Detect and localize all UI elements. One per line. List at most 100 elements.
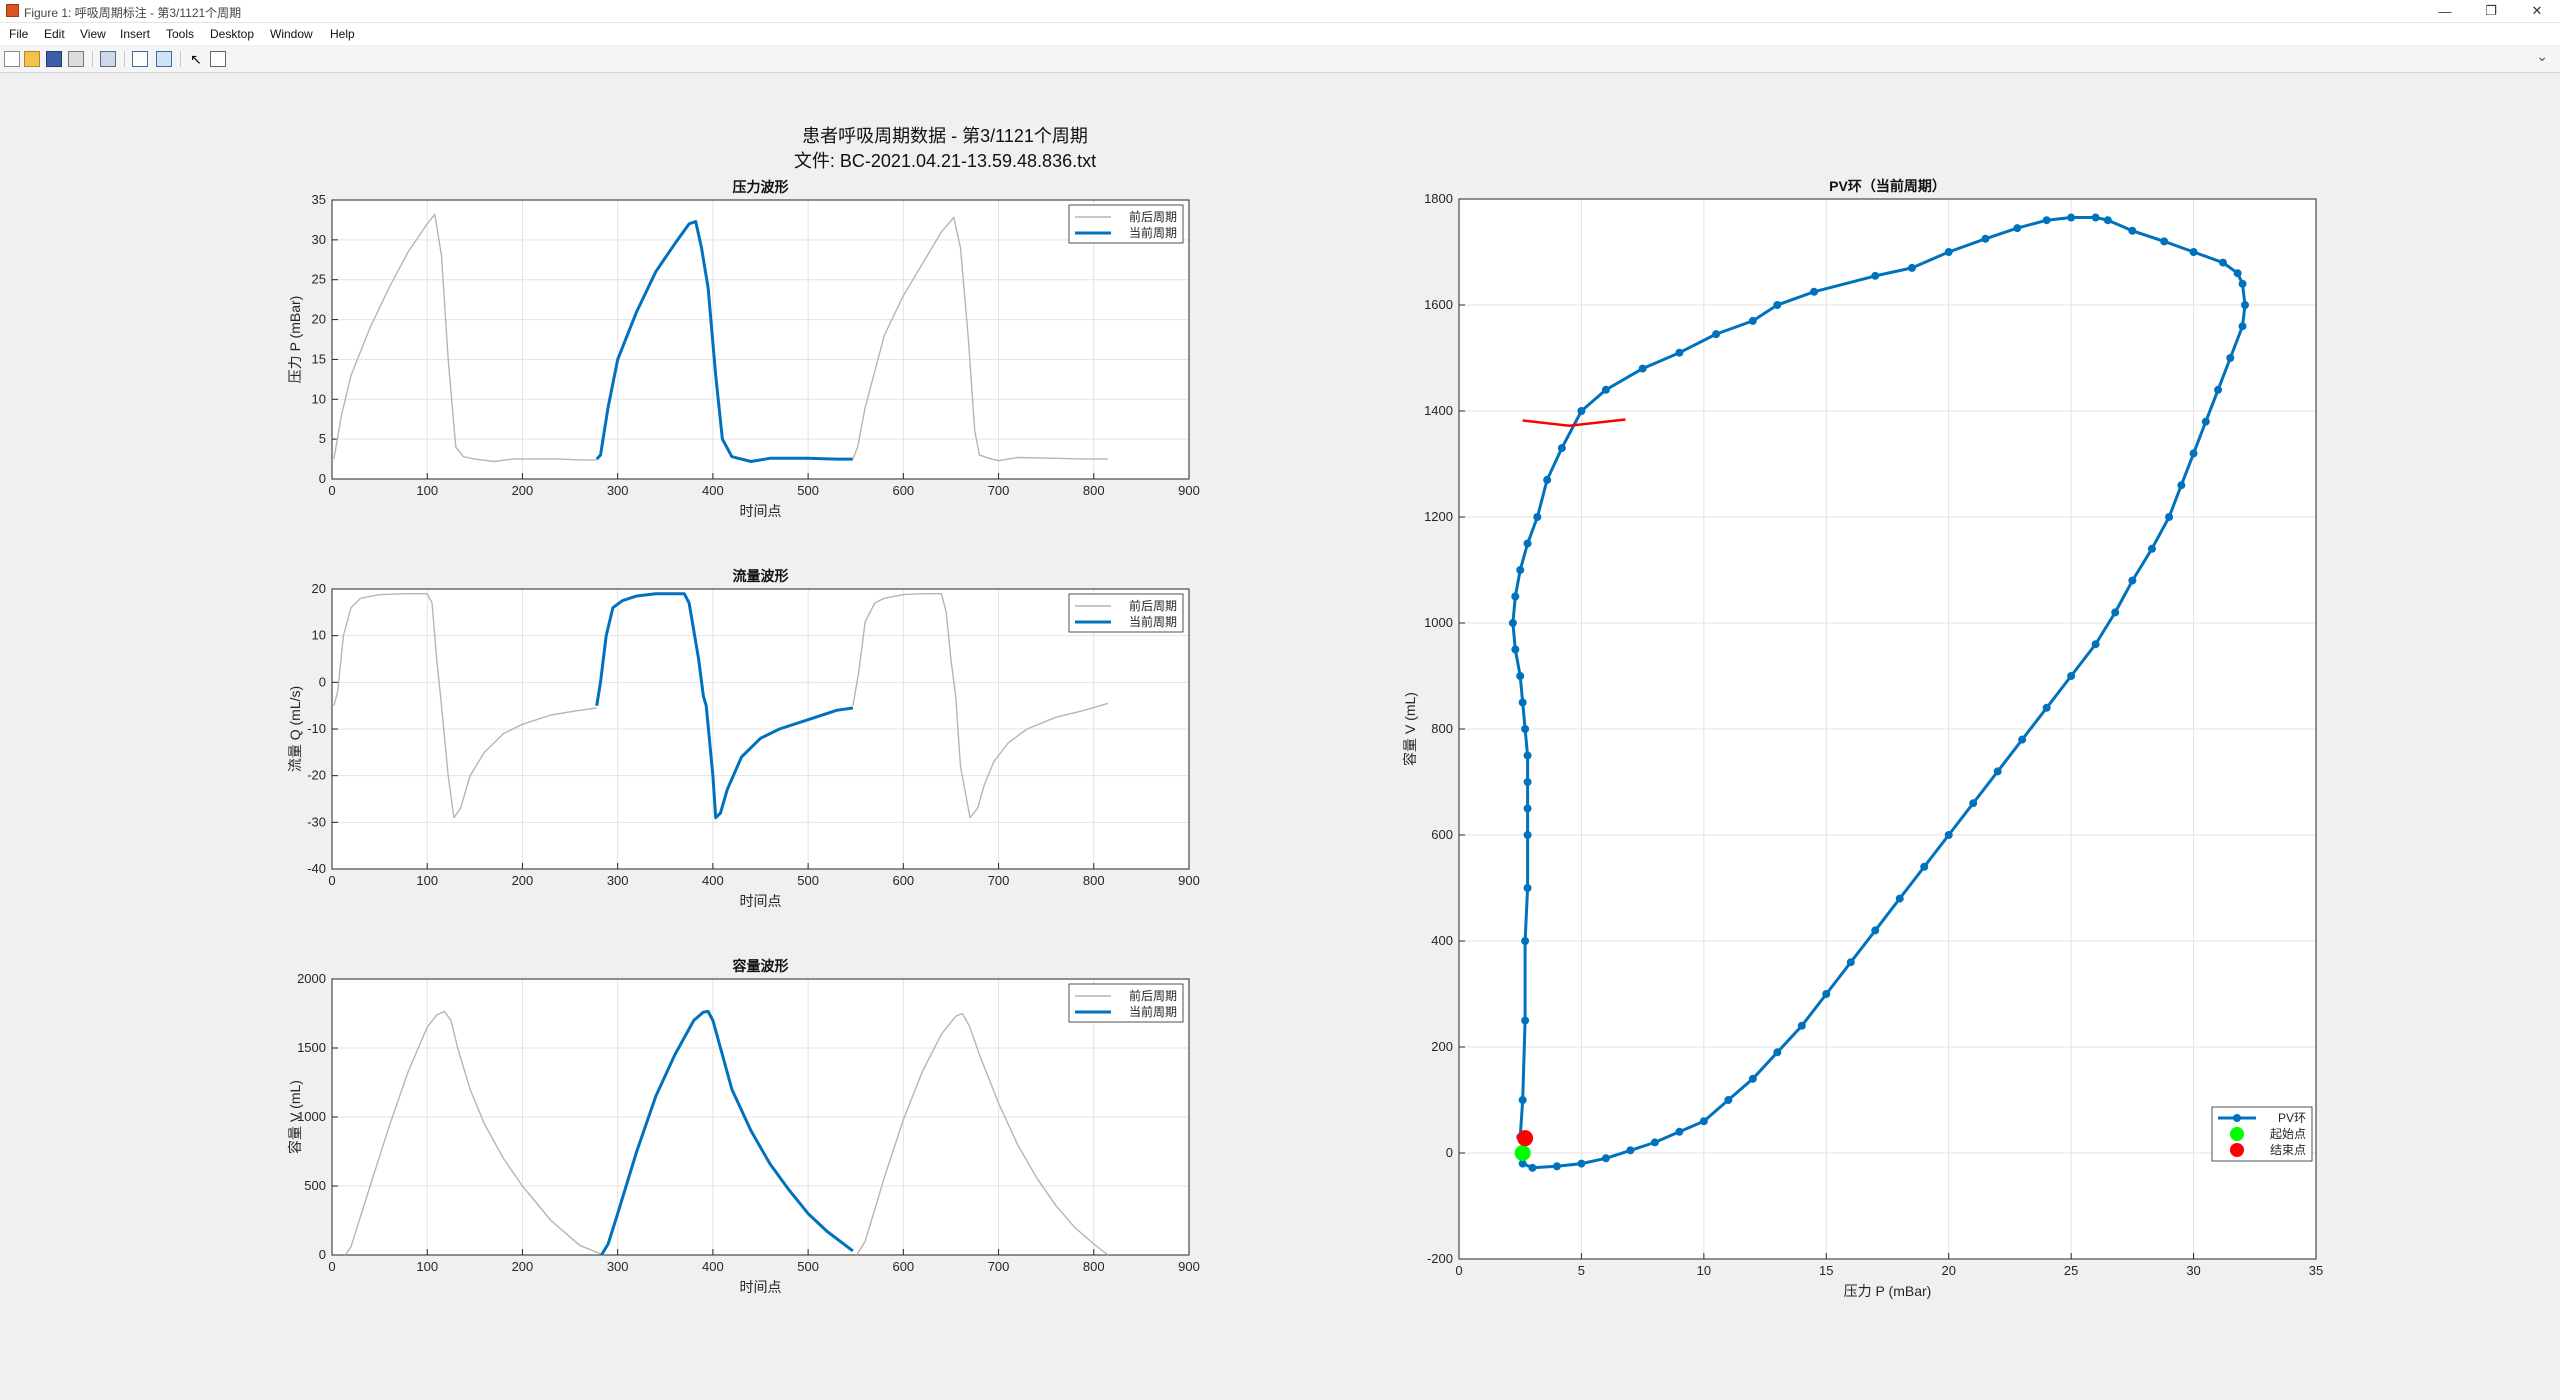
y-tick-label: 0: [319, 471, 326, 486]
flow-plot[interactable]: 0 100 200 300 400 500 600 700 800 900-40-30-20-10…: [270, 560, 1210, 920]
open-file-icon[interactable]: [24, 51, 40, 67]
edit-plot-icon[interactable]: ↖: [190, 51, 202, 67]
print-icon[interactable]: [68, 51, 84, 67]
pv-loop-point: [1797, 1021, 1806, 1030]
y-axis-label: 压力 P (mBar): [287, 296, 303, 384]
pv-loop-point: [2103, 216, 2112, 225]
menu-view[interactable]: View: [80, 27, 106, 41]
legend-box: [1068, 983, 1184, 1023]
pv-loop-point: [1518, 1096, 1527, 1104]
chart-title: PV环（当前周期）: [1829, 178, 1946, 194]
x-tick-label: 700: [988, 483, 1010, 498]
x-tick-label: 500: [797, 483, 819, 498]
y-tick-label: 2000: [297, 971, 326, 986]
y-tick-label: 35: [312, 192, 326, 207]
pv-loop-point: [1895, 894, 1904, 903]
menu-window[interactable]: Window: [270, 27, 313, 41]
pv-loop-point: [1981, 234, 1990, 243]
new-figure-icon[interactable]: [4, 51, 20, 67]
menu-insert[interactable]: Insert: [120, 27, 151, 41]
x-tick-label: 400: [702, 483, 724, 498]
pv-loop-point: [1523, 751, 1532, 760]
pv-loop-point: [1773, 301, 1782, 309]
y-tick-label: 15: [312, 351, 326, 366]
close-button[interactable]: ✕: [2531, 3, 2543, 18]
prev-cycle-line: [333, 213, 597, 463]
pv-loop-plot[interactable]: 0 5 10 15 20 25 30 35-2000200400600800100012001…: [1380, 165, 2340, 1305]
pv-loop-point: [2218, 258, 2227, 267]
menu-help[interactable]: Help: [330, 27, 355, 41]
legend-loop-marker: [2233, 1114, 2241, 1122]
legend-prev-label: 前后周期: [1129, 988, 1177, 1003]
pv-loop-point: [2091, 213, 2100, 222]
pv-loop-point: [2111, 608, 2120, 617]
show-plot-tools-icon[interactable]: [156, 51, 172, 67]
x-tick-label: 700: [988, 1259, 1010, 1274]
menu-tools[interactable]: Tools: [166, 27, 195, 41]
y-tick-label: 1600: [1424, 297, 1453, 312]
x-tick-label: 25: [2064, 1263, 2078, 1278]
pv-loop-point: [1521, 725, 1530, 733]
menu-desktop[interactable]: Desktop: [210, 27, 255, 41]
x-tick-label: 900: [1178, 1259, 1200, 1274]
save-icon[interactable]: [46, 51, 62, 67]
pv-loop-point: [1577, 1159, 1586, 1168]
menu-file[interactable]: File: [9, 27, 29, 41]
pv-loop-point: [1601, 1154, 1610, 1163]
y-tick-label: 800: [1431, 721, 1453, 736]
x-tick-label: 10: [1697, 1263, 1711, 1278]
x-tick-label: 0: [328, 1259, 335, 1274]
pv-loop-point: [1528, 1163, 1537, 1172]
dock-arrow-icon[interactable]: ⌄: [2536, 48, 2548, 64]
toolbar-separator: [180, 51, 181, 67]
x-tick-label: 600: [892, 873, 914, 888]
y-tick-label: -20: [307, 768, 326, 783]
figure-subtitle: 文件: BC-2021.04.21-13.59.48.836.txt: [793, 151, 1097, 171]
pv-loop-point: [1523, 778, 1532, 786]
pv-loop-point: [2147, 544, 2156, 553]
pv-marker-line: [1522, 418, 1626, 428]
y-tick-label: 400: [1431, 933, 1453, 948]
y-tick-label: 1400: [1424, 403, 1453, 418]
legend-curr-label: 当前周期: [1129, 614, 1177, 629]
axes-box: [331, 199, 1190, 480]
x-tick-label: 800: [1083, 1259, 1105, 1274]
pv-loop-point: [1518, 698, 1527, 707]
x-tick-label: 300: [607, 483, 629, 498]
chart-title: 容量波形: [732, 958, 789, 974]
pressure-plot[interactable]: 0 100 200 300 400 500 600 700 800 900 0 5 10 15 20 25 30…: [270, 170, 1210, 530]
y-tick-label: 0: [319, 674, 326, 689]
hide-plot-tools-icon[interactable]: [132, 51, 148, 67]
legend-box: [1068, 204, 1184, 244]
volume-plot[interactable]: 0 100 200 300 400 500 600 700 800 900 0 500 1000 1500…: [270, 950, 1210, 1310]
menu-edit[interactable]: Edit: [44, 27, 65, 41]
pv-loop-point: [2189, 449, 2198, 458]
pv-loop-point: [2238, 279, 2247, 288]
restore-button[interactable]: ❐: [2485, 3, 2497, 18]
x-tick-label: 400: [702, 873, 724, 888]
pv-loop-point: [1523, 831, 1532, 839]
figure-title: 患者呼吸周期数据 - 第3/1121个周期: [802, 126, 1088, 146]
x-tick-label: 600: [892, 1259, 914, 1274]
pv-loop-point: [1871, 271, 1880, 280]
legend-end-marker: [2230, 1143, 2244, 1157]
x-tick-label: 20: [1941, 1263, 1955, 1278]
x-tick-label: 500: [797, 1259, 819, 1274]
y-tick-label: 1000: [297, 1109, 326, 1124]
property-inspector-icon[interactable]: [210, 51, 226, 67]
y-tick-label: -200: [1427, 1251, 1453, 1266]
legend-end-label: 结束点: [2270, 1143, 2306, 1157]
print-preview-icon[interactable]: [100, 51, 116, 67]
pv-loop-point: [1508, 619, 1517, 627]
y-tick-label: 1200: [1424, 509, 1453, 524]
minimize-button[interactable]: —: [2438, 3, 2452, 19]
y-tick-label: 500: [304, 1178, 326, 1193]
legend-loop-label: PV环: [2278, 1111, 2306, 1125]
current-cycle-line: [600, 1009, 854, 1256]
pv-loop-point: [1748, 1074, 1757, 1083]
y-tick-label: 25: [312, 272, 326, 287]
pv-loop-point: [1523, 539, 1532, 548]
pv-loop-point: [1638, 364, 1647, 373]
x-tick-label: 200: [512, 873, 534, 888]
pv-loop-point: [2189, 248, 2198, 256]
